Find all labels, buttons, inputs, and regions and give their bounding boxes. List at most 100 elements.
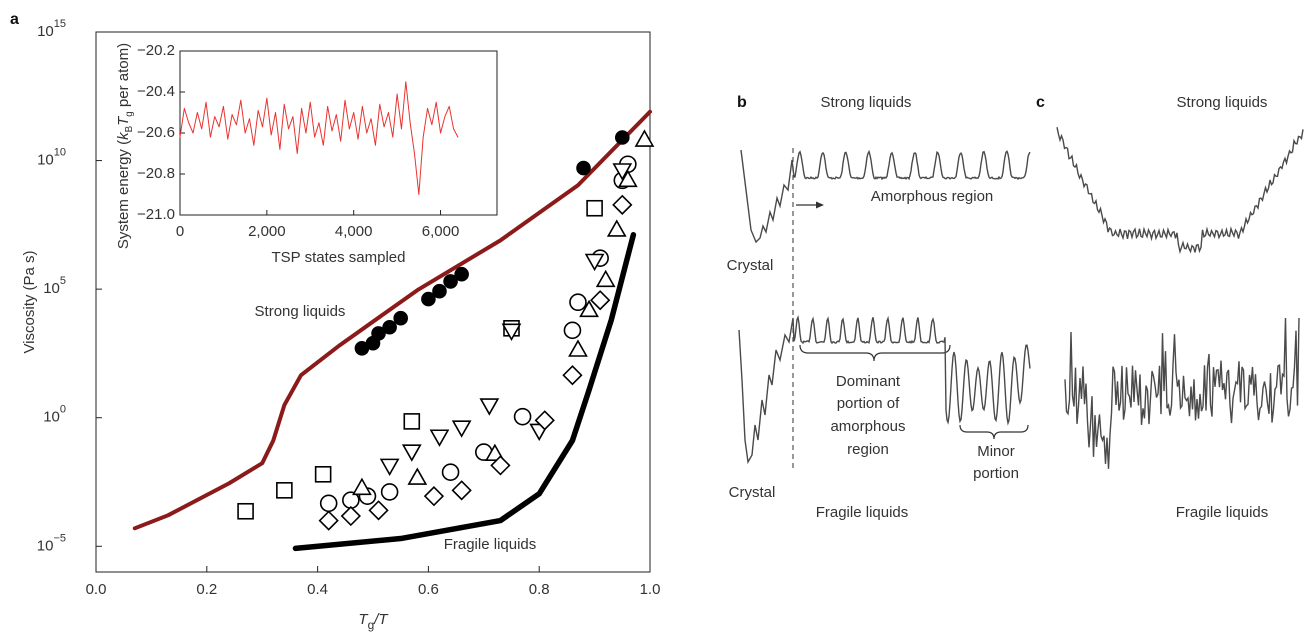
data-line: [132, 109, 652, 531]
plot-frame: [95, 31, 651, 573]
label-part: per atom): [115, 43, 132, 111]
data-point: [276, 482, 293, 499]
data-line: [292, 232, 637, 552]
data-point: [407, 467, 428, 485]
x-axis-label: TSP states sampled: [272, 249, 406, 266]
landscape-curve: [740, 149, 1031, 244]
tick-base: 10: [37, 152, 54, 169]
data-point: [584, 253, 605, 272]
data-point: [403, 413, 421, 430]
inset-frame: [179, 50, 498, 216]
crystal-label: Crystal: [727, 257, 774, 274]
panel-title: Strong liquids: [1177, 94, 1268, 111]
label-part: g: [123, 111, 134, 116]
data-point: [568, 339, 588, 357]
tick-exponent: 15: [54, 18, 66, 30]
data-point: [352, 477, 372, 496]
label-part: T: [358, 611, 369, 628]
brace: [959, 424, 1029, 440]
x-tick-label: 2,000: [248, 223, 286, 240]
data-point: [368, 500, 389, 521]
y-tick-label: −20.4: [137, 83, 175, 100]
data-point: [314, 466, 332, 483]
panel-label: b: [737, 94, 747, 111]
data-point: [501, 323, 522, 341]
y-tick-label: −21.0: [137, 206, 175, 223]
y-tick-label: 1015: [37, 18, 66, 40]
x-tick-label: 0.6: [418, 581, 439, 598]
tick-base: 10: [43, 409, 60, 426]
data-point: [534, 410, 555, 431]
data-point: [490, 455, 511, 476]
data-point: [380, 483, 399, 501]
tick-exponent: 10: [54, 146, 66, 158]
data-point: [340, 505, 361, 527]
crystal-label: Crystal: [729, 484, 776, 501]
label-part: g: [368, 618, 375, 632]
y-tick-label: −20.8: [137, 165, 175, 182]
region-label: Dominant: [836, 373, 901, 390]
data-point: [513, 407, 532, 426]
x-tick-label: 0.2: [196, 581, 217, 598]
data-point: [576, 160, 591, 176]
y-axis-label: System energy (kBTg per atom): [115, 43, 135, 249]
landscape-curve: [738, 315, 1031, 465]
data-point: [423, 486, 445, 507]
panel-label: a: [10, 11, 19, 28]
data-point: [614, 130, 630, 145]
data-point: [451, 480, 472, 501]
x-axis-label: Tg/T: [358, 611, 389, 632]
y-tick-label: 100: [43, 404, 66, 426]
data-point: [562, 365, 583, 386]
tick-base: 10: [37, 23, 54, 40]
tick-base: 10: [37, 537, 54, 554]
y-tick-label: 105: [43, 275, 66, 297]
data-point: [479, 398, 500, 416]
x-tick-label: 0: [176, 223, 184, 240]
x-tick-label: 0.0: [86, 581, 107, 598]
y-tick-label: 1010: [37, 146, 66, 168]
data-point: [371, 326, 386, 341]
data-point: [569, 293, 587, 312]
panel-title: Fragile liquids: [816, 504, 909, 521]
y-tick-label: 10−5: [37, 532, 66, 554]
label-part: /T: [373, 611, 389, 628]
data-point: [382, 319, 397, 335]
y-tick-label: −20.2: [137, 42, 175, 59]
data-point: [485, 443, 505, 462]
region-label: Amorphous region: [871, 188, 994, 205]
label-part: System energy (: [115, 140, 132, 249]
tick-exponent: 5: [60, 275, 66, 287]
label-part: B: [123, 125, 134, 132]
landscape-curve: [1064, 317, 1300, 469]
data-point: [451, 420, 472, 438]
region-label: portion of: [837, 395, 900, 412]
annotation: Strong liquids: [255, 303, 346, 320]
data-point: [319, 494, 338, 513]
data-point: [586, 199, 603, 217]
data-point: [454, 266, 469, 282]
tick-base: 10: [43, 280, 60, 297]
data-point: [237, 502, 254, 520]
x-tick-label: 0.4: [307, 581, 328, 598]
data-point: [612, 194, 633, 215]
data-line: [179, 81, 459, 195]
data-point: [318, 510, 339, 531]
data-point: [443, 274, 458, 289]
x-tick-label: 6,000: [422, 223, 460, 240]
data-point: [617, 169, 638, 188]
data-point: [563, 321, 582, 340]
data-point: [634, 129, 655, 147]
region-label: Minor: [977, 443, 1015, 460]
x-tick-label: 0.8: [529, 581, 550, 598]
landscape-curve: [1056, 127, 1304, 255]
region-label: amorphous: [830, 418, 905, 435]
data-point: [379, 458, 400, 477]
tick-exponent: 0: [60, 404, 66, 416]
annotation: Fragile liquids: [444, 536, 537, 553]
data-point: [590, 290, 611, 311]
arrow-head: [816, 201, 824, 209]
data-point: [441, 463, 460, 482]
panel-title: Fragile liquids: [1176, 504, 1269, 521]
